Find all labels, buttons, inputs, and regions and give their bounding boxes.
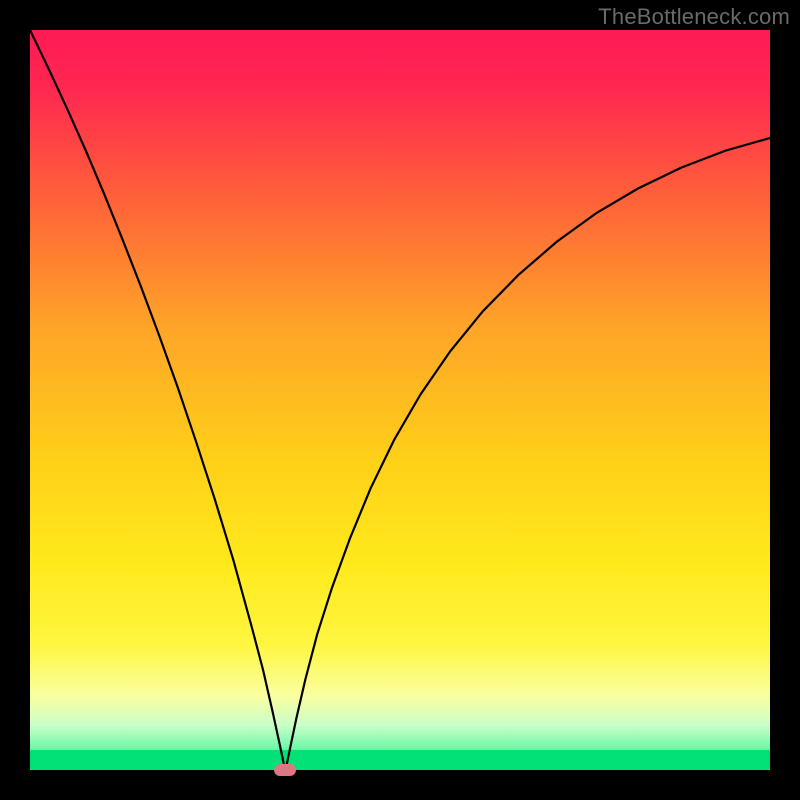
green-strip — [30, 750, 770, 770]
optimal-marker — [274, 764, 296, 776]
plot-area — [30, 30, 770, 770]
chart-svg — [30, 30, 770, 770]
gradient-background — [30, 30, 770, 770]
chart-container: TheBottleneck.com — [0, 0, 800, 800]
watermark-text: TheBottleneck.com — [598, 4, 790, 30]
